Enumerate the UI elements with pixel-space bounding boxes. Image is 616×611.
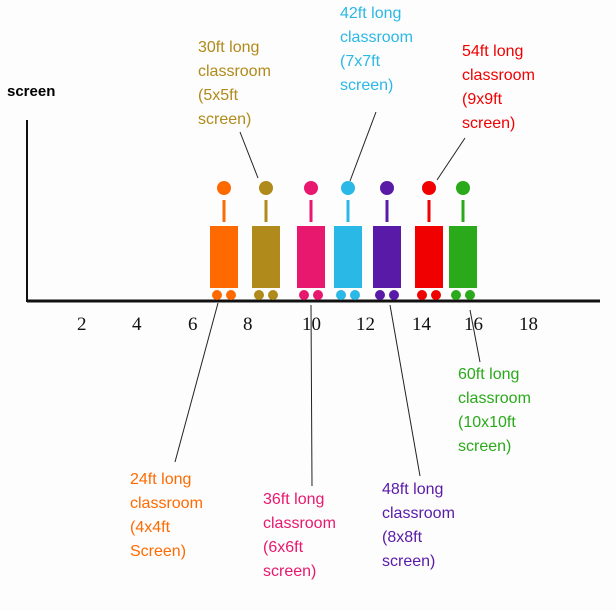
figure-wheel [226,290,236,300]
figure-wheel [212,290,222,300]
figure-wheel [451,290,461,300]
figure-stem [427,200,431,222]
figure-screen [449,226,477,288]
x-tick-label: 16 [464,314,483,335]
figure-wheel [350,290,360,300]
x-tick-label: 12 [356,314,375,335]
figure-head [422,181,436,195]
axis-title: screen [7,83,56,100]
leader-line [436,137,466,181]
x-tick-label: 6 [188,314,198,335]
figure-wheel [299,290,309,300]
leader-line [469,309,481,363]
figure-wheel [254,290,264,300]
leader-line [389,304,421,477]
x-tick-label: 14 [412,314,431,335]
figure-screen [415,226,443,288]
x-tick-label: 4 [132,314,142,335]
figure-wheel [313,290,323,300]
figure-screen [252,226,280,288]
classroom-label: 24ft long classroom (4x4ft Screen) [130,471,203,560]
figure-stem [309,200,313,222]
leader-line [349,111,377,182]
leader-line [310,304,313,487]
classroom-label: 48ft long classroom (8x8ft screen) [382,481,455,570]
x-tick-label: 18 [519,314,538,335]
figure-screen [297,226,325,288]
figure-head [380,181,394,195]
leader-line [239,131,259,179]
figure-head [341,181,355,195]
figure-wheel [375,290,385,300]
figure-wheel [417,290,427,300]
figure-head [304,181,318,195]
figure-wheel [268,290,278,300]
figure-screen [210,226,238,288]
figure-wheel [389,290,399,300]
classroom-label: 36ft long classroom (6x6ft screen) [263,491,336,580]
figure-screen [334,226,362,288]
figure-head [259,181,273,195]
figure-screen [373,226,401,288]
figure-head [217,181,231,195]
classroom-label: 60ft long classroom (10x10ft screen) [458,366,531,455]
x-tick-label: 10 [302,314,321,335]
figure-stem [222,200,226,222]
x-tick-label: 8 [243,314,253,335]
figure-wheel [465,290,475,300]
figure-wheel [336,290,346,300]
leader-line [174,302,219,463]
classroom-label: 30ft long classroom (5x5ft screen) [198,39,271,128]
figure-stem [461,200,465,222]
figure-wheel [431,290,441,300]
classroom-label: 42ft long classroom (7x7ft screen) [340,5,413,94]
figure-head [456,181,470,195]
figure-stem [346,200,350,222]
classroom-label: 54ft long classroom (9x9ft screen) [462,43,535,132]
figure-stem [385,200,389,222]
x-tick-label: 2 [77,314,87,335]
figure-stem [264,200,268,222]
